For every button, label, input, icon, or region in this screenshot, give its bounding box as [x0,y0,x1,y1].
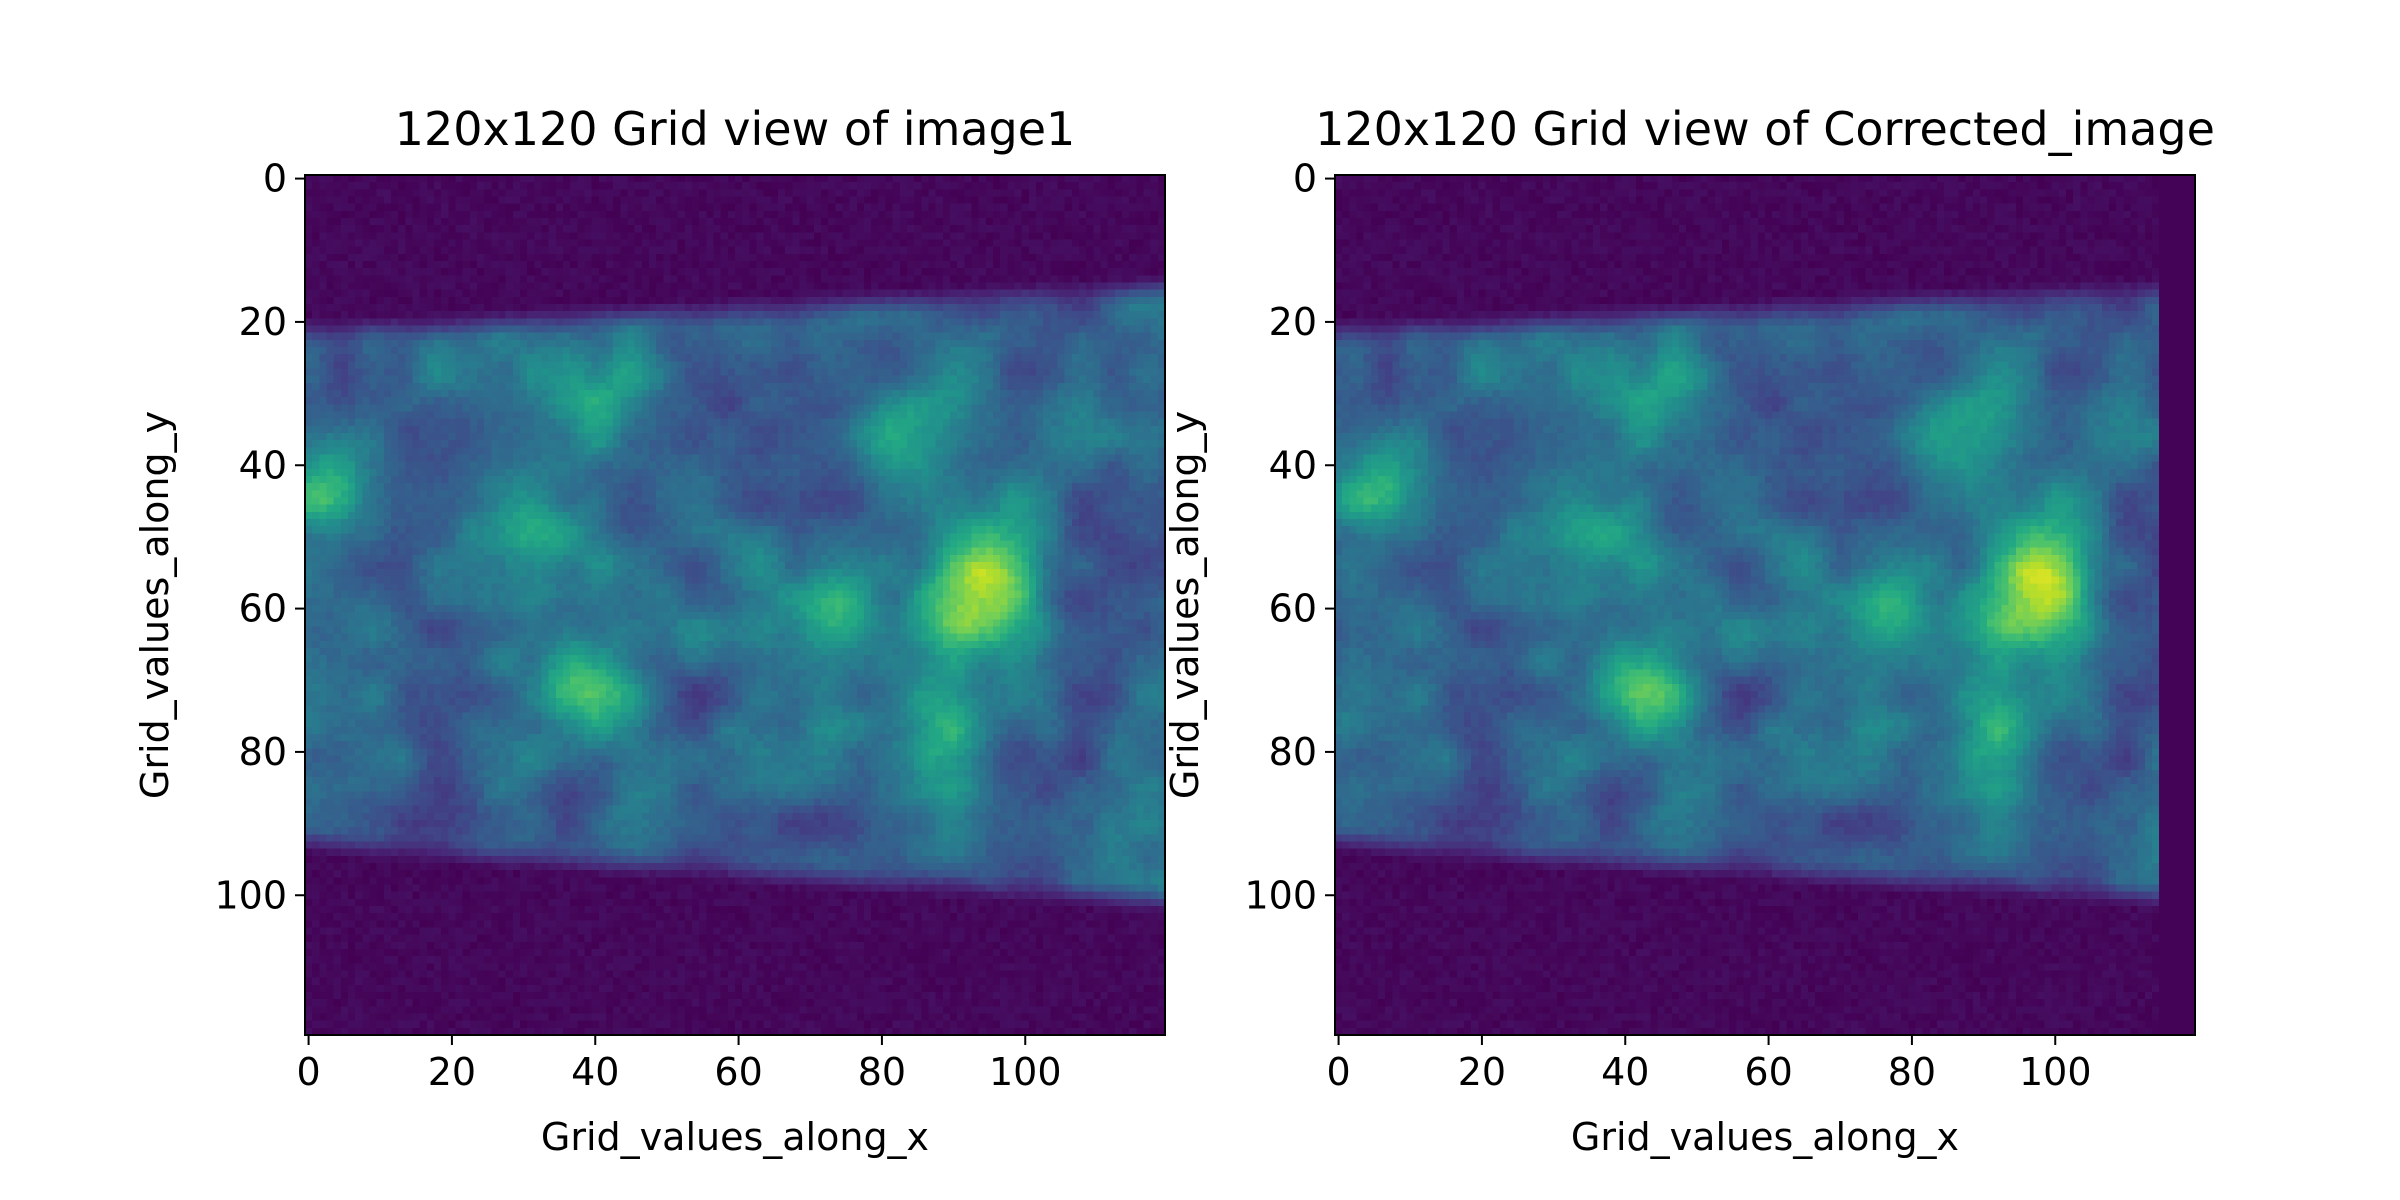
y-tick-label: 100 [214,873,287,917]
y-tick-label: 60 [1269,587,1317,631]
y-tick-label: 20 [239,300,287,344]
y-tick-label: 100 [1244,873,1317,917]
panel-title: 120x120 Grid view of Corrected_image [1315,102,2215,156]
axes-ticks: 0 20 40 60 80 100 0 20 40 60 80 100 [214,157,1061,1094]
heatmap-image [305,175,1165,1035]
x-tick-label: 80 [858,1050,906,1094]
x-tick-label: 100 [2019,1050,2092,1094]
x-tick-label: 60 [714,1050,762,1094]
panel-corrected-image: 120x120 Grid view of Corrected_image 0 20… [1163,102,2215,1159]
heatmap-image [1335,175,2195,1035]
x-tick-label: 60 [1744,1050,1792,1094]
y-axis-label: Grid_values_along_y [1163,411,1207,799]
panel-image1: 120x120 Grid view of image1 0 20 40 60 80 100… [133,102,1166,1159]
x-tick-label: 80 [1888,1050,1936,1094]
axes-ticks: 0 20 40 60 80 100 0 20 40 60 80 100 [1244,157,2091,1094]
y-tick-label: 80 [239,730,287,774]
axes-frame [1334,174,2196,1036]
x-tick-label: 100 [989,1050,1062,1094]
x-axis-label: Grid_values_along_x [541,1115,929,1159]
x-axis-label: Grid_values_along_x [1571,1115,1959,1159]
x-tick-label: 20 [1458,1050,1506,1094]
y-tick-label: 40 [239,443,287,487]
y-tick-label: 60 [239,587,287,631]
x-tick-label: 40 [571,1050,619,1094]
x-tick-label: 0 [1326,1050,1350,1094]
y-tick-label: 0 [1293,157,1317,201]
x-tick-label: 0 [296,1050,320,1094]
panel-title: 120x120 Grid view of image1 [395,102,1076,156]
y-tick-label: 40 [1269,443,1317,487]
x-tick-label: 20 [428,1050,476,1094]
y-tick-label: 0 [263,157,287,201]
y-axis-label: Grid_values_along_y [133,411,177,799]
x-tick-label: 40 [1601,1050,1649,1094]
y-tick-label: 80 [1269,730,1317,774]
y-tick-label: 20 [1269,300,1317,344]
axes-frame [304,174,1166,1036]
